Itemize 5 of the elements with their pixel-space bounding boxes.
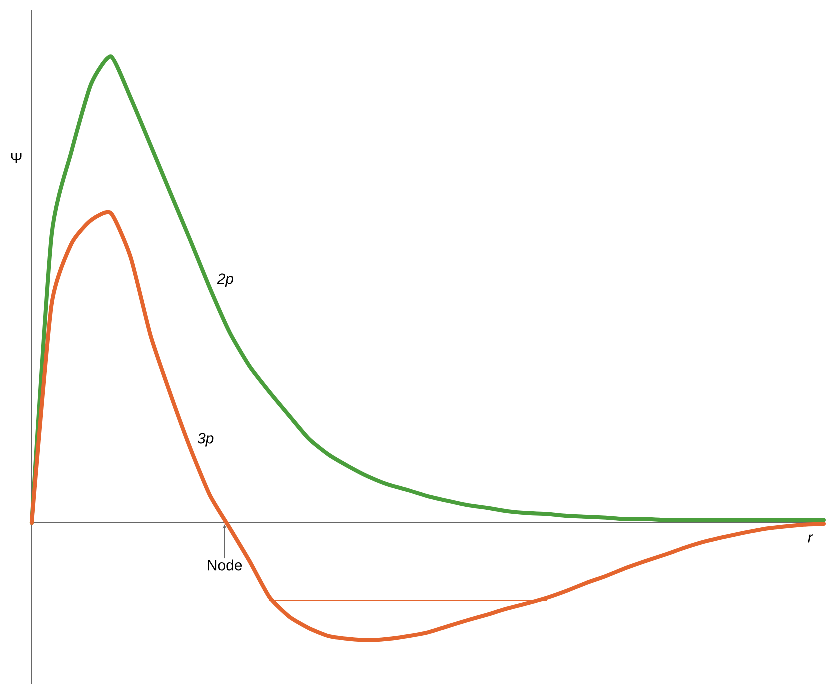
series-label: 2p [217,274,234,288]
series-label: 3p [198,433,214,447]
y-axis-title: Ψ [11,153,22,164]
annotation: Node [208,560,242,571]
x-axis-title: r [808,534,814,543]
